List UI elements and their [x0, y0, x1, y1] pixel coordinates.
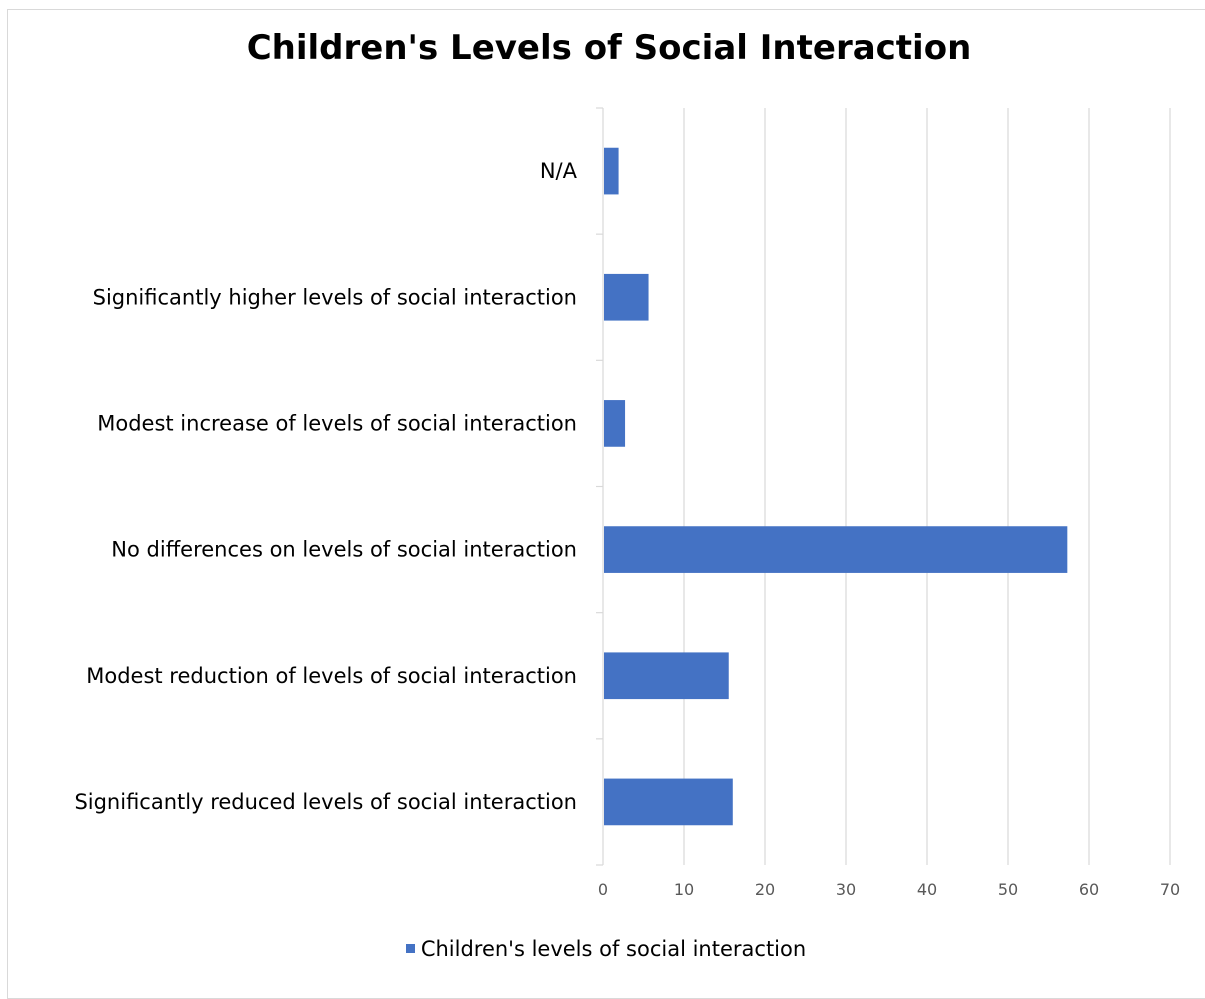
x-tick-label: 10 — [674, 880, 694, 899]
bar — [604, 400, 626, 447]
category-label: Significantly reduced levels of social i… — [74, 790, 577, 814]
bars — [604, 147, 1068, 826]
bar — [604, 526, 1068, 573]
x-tick-label: 70 — [1160, 880, 1180, 899]
category-label: Modest increase of levels of social inte… — [97, 411, 577, 435]
legend-label: Children's levels of social interaction — [420, 937, 807, 961]
category-label: Significantly higher levels of social in… — [93, 285, 577, 309]
legend-swatch — [405, 943, 415, 953]
category-axis — [596, 107, 604, 866]
category-label: Modest reduction of levels of social int… — [86, 664, 577, 688]
category-label: No differences on levels of social inter… — [111, 538, 577, 562]
bar — [604, 147, 619, 195]
bar — [604, 652, 729, 700]
x-tick-labels: 0 10 20 30 40 50 60 70 — [598, 880, 1180, 899]
category-label: N/A — [540, 159, 578, 183]
x-tick-label: 40 — [917, 880, 937, 899]
x-tick-label: 50 — [998, 880, 1018, 899]
x-tick-label: 30 — [836, 880, 856, 899]
x-tick-label: 60 — [1079, 880, 1099, 899]
x-tick-label: 20 — [755, 880, 775, 899]
legend: Children's levels of social interaction — [0, 937, 1205, 961]
bar — [604, 778, 733, 826]
bar — [604, 273, 649, 321]
x-tick-label: 0 — [598, 880, 608, 899]
chart-title: Children's Levels of Social Interaction — [246, 28, 972, 68]
gridlines — [683, 108, 1171, 865]
category-labels: N/A Significantly higher levels of social… — [74, 159, 577, 814]
